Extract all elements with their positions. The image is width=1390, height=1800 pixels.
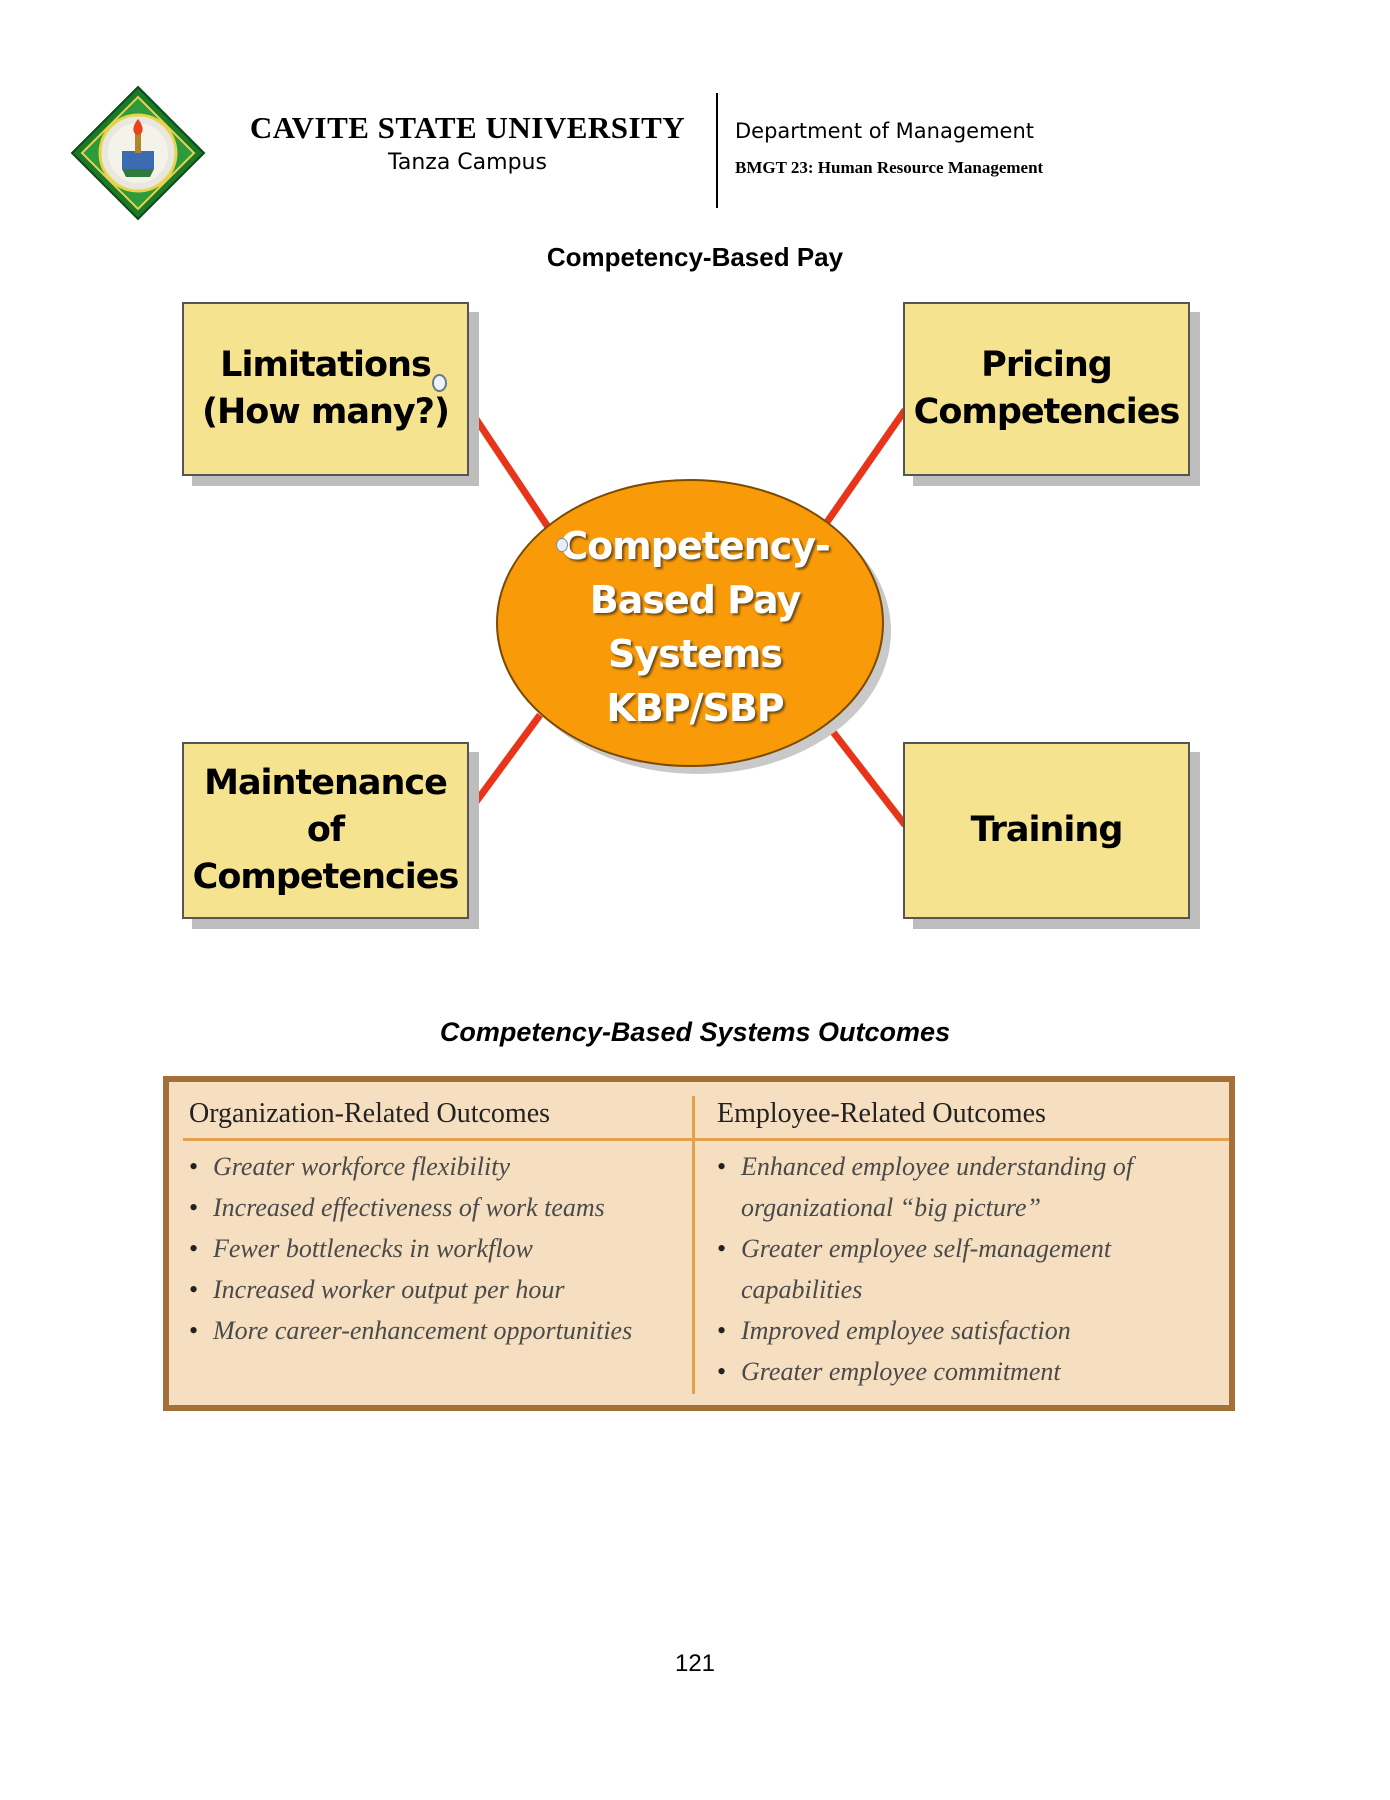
department-name: Department of Management — [735, 119, 1035, 143]
center-line-2: Based Pay — [589, 577, 802, 622]
university-logo — [70, 85, 206, 221]
box-training: Training — [903, 742, 1190, 919]
center-line-3: Systems — [608, 631, 783, 676]
organization-outcomes-list: Greater workforce flexibility Increased … — [189, 1146, 659, 1351]
list-item: Enhanced employee understanding of organ… — [717, 1146, 1187, 1228]
employee-outcomes-list: Enhanced employee understanding of organ… — [717, 1146, 1187, 1392]
center-line-4: KBP/SBP — [606, 685, 784, 730]
organization-outcomes-heading: Organization-Related Outcomes — [189, 1098, 551, 1129]
list-item: Greater employee commitment — [717, 1351, 1187, 1392]
bullet-dot-icon — [556, 538, 568, 552]
list-item: Increased effectiveness of work teams — [189, 1187, 659, 1228]
center-ellipse-text: Competency- Based Pay Systems KBP/SBP — [505, 520, 885, 736]
box-limitations-line-1: Limitations — [220, 344, 432, 385]
diagram-canvas — [467, 408, 908, 828]
box-maintenance-line-1: Maintenance of — [204, 762, 448, 850]
circle-marker-icon — [432, 374, 447, 392]
column-divider — [692, 1096, 695, 1394]
course-title: BMGT 23: Human Resource Management — [735, 158, 1044, 177]
list-item: Greater workforce flexibility — [189, 1146, 659, 1187]
list-item: More career-enhancement opportunities — [189, 1310, 659, 1351]
list-item: Increased worker output per hour — [189, 1269, 659, 1310]
list-item: Fewer bottlenecks in workflow — [189, 1228, 659, 1269]
connector-top-right — [822, 408, 908, 527]
connector-bottom-right — [827, 725, 908, 828]
university-name: CAVITE STATE UNIVERSITY — [249, 110, 686, 145]
diagram-title: Competency-Based Pay — [546, 242, 844, 272]
employee-outcomes-heading: Employee-Related Outcomes — [717, 1098, 1046, 1129]
center-ellipse — [496, 479, 884, 767]
heading-rule — [183, 1138, 1229, 1141]
box-maintenance-of-competencies: Maintenance of Competencies — [182, 742, 469, 919]
box-pricing-line-1: Pricing — [981, 344, 1113, 385]
campus-name: Tanza Campus — [388, 150, 547, 175]
outcomes-table: Organization-Related Outcomes Employee-R… — [163, 1076, 1235, 1411]
box-limitations: Limitations (How many?) — [182, 302, 469, 476]
outcomes-title: Competency-Based Systems Outcomes — [439, 1017, 951, 1047]
connector-top-left — [467, 408, 553, 532]
list-item: Greater employee self-management capabil… — [717, 1228, 1187, 1310]
page-number: 121 — [674, 1650, 716, 1677]
list-item: Improved employee satisfaction — [717, 1310, 1187, 1351]
center-line-1: Competency- — [560, 524, 831, 568]
header-divider — [716, 93, 718, 208]
box-pricing-competencies: Pricing Competencies — [903, 302, 1190, 476]
box-maintenance-line-2: Competencies — [192, 857, 460, 898]
box-pricing-line-2: Competencies — [913, 392, 1181, 432]
connector-bottom-left — [467, 712, 543, 813]
cvsu-seal-icon — [70, 85, 206, 221]
box-limitations-line-2: (How many?) — [202, 392, 450, 432]
box-training-line-1: Training — [970, 809, 1124, 850]
